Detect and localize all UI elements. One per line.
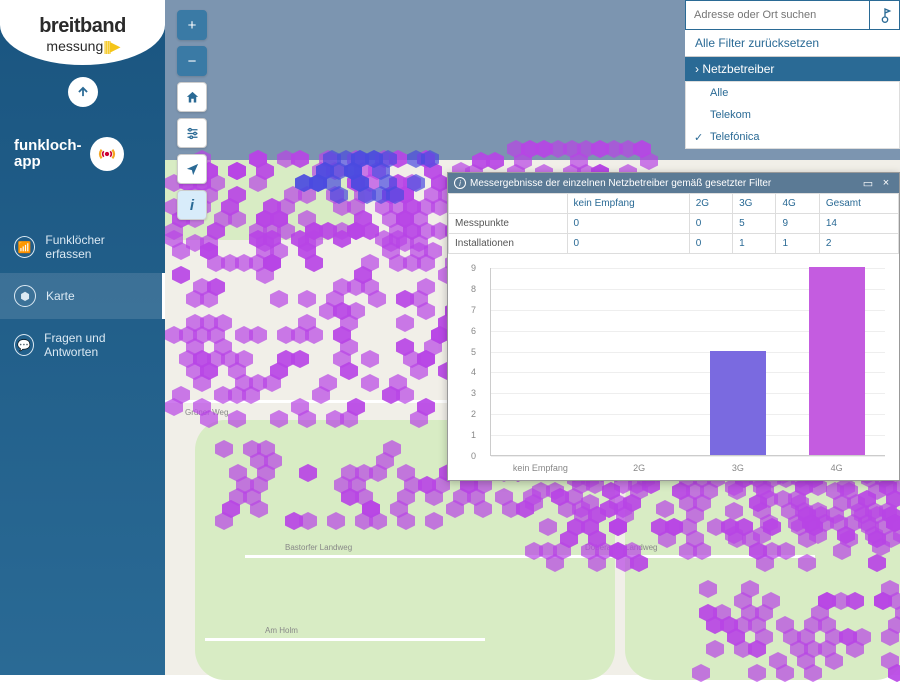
info-icon: i: [454, 177, 466, 189]
search-filter-panel: Alle Filter zurücksetzen › Netzbetreiber…: [685, 0, 900, 149]
map-area[interactable]: Grüner Weg Bastorfer Landweg Doberaner L…: [165, 0, 900, 675]
results-table: kein Empfang 2G 3G 4G Gesamt Messpunkte …: [448, 193, 899, 254]
search-row: [685, 0, 900, 30]
up-arrow-icon: [76, 85, 90, 99]
col-3g: 3G: [733, 194, 776, 214]
nav-item-faq[interactable]: 💬 Fragen und Antworten: [0, 319, 165, 371]
app-name-text: funkloch- app: [14, 138, 82, 171]
map-icon: ⬢: [14, 285, 36, 307]
filter-reset-link[interactable]: Alle Filter zurücksetzen: [685, 30, 900, 57]
filter-options: Alle Telekom Telefónica: [685, 81, 900, 149]
zoom-out-button[interactable]: −: [177, 46, 207, 76]
info-button[interactable]: i: [177, 190, 207, 220]
upload-button[interactable]: [68, 77, 98, 107]
col-4g: 4G: [776, 194, 819, 214]
results-panel-title: Messergebnisse der einzelnen Netzbetreib…: [470, 178, 857, 189]
minimize-button[interactable]: ▭: [861, 176, 875, 190]
results-panel-header[interactable]: i Messergebnisse der einzelnen Netzbetre…: [448, 173, 899, 193]
antenna-icon: 📶: [14, 236, 35, 258]
nav: 📶 Funklöcher erfassen ⬢ Karte 💬 Fragen u…: [0, 221, 165, 371]
chat-icon: 💬: [14, 334, 34, 356]
col-2g: 2G: [689, 194, 732, 214]
nav-item-capture[interactable]: 📶 Funklöcher erfassen: [0, 221, 165, 273]
home-icon: [185, 90, 200, 105]
minus-icon: −: [188, 53, 197, 70]
app-name: funkloch- app: [0, 107, 165, 191]
sidebar: breitband messung||||▶ funkloch- app 📶 F…: [0, 0, 165, 675]
nav-label: Fragen und Antworten: [44, 331, 151, 359]
filter-opt-telefonica[interactable]: Telefónica: [686, 126, 899, 148]
table-header-row: kein Empfang 2G 3G 4G Gesamt: [449, 194, 899, 214]
sliders-icon: [185, 126, 200, 141]
close-button[interactable]: ×: [879, 176, 893, 190]
nav-label: Funklöcher erfassen: [45, 233, 151, 261]
map-controls: + − i: [177, 10, 207, 220]
col-kein-empfang: kein Empfang: [567, 194, 689, 214]
col-gesamt: Gesamt: [819, 194, 898, 214]
table-row: Messpunkte 0 0 5 9 14: [449, 214, 899, 234]
search-locate-button[interactable]: [870, 0, 900, 30]
table-row: Installationen 0 0 1 1 2: [449, 234, 899, 254]
location-arrow-icon: [185, 162, 200, 177]
nav-label: Karte: [46, 289, 75, 303]
home-button[interactable]: [177, 82, 207, 112]
search-input[interactable]: [685, 0, 870, 30]
results-chart: 0123456789kein Empfang2G3G4G: [448, 254, 899, 480]
col-blank: [449, 194, 568, 214]
locate-button[interactable]: [177, 154, 207, 184]
minimize-icon: ▭: [863, 177, 873, 190]
zoom-in-button[interactable]: +: [177, 10, 207, 40]
nav-item-map[interactable]: ⬢ Karte: [0, 273, 165, 319]
filter-opt-telekom[interactable]: Telekom: [686, 104, 899, 126]
info-icon: i: [190, 197, 194, 214]
close-icon: ×: [883, 177, 889, 189]
filter-section-netzbetreiber[interactable]: › Netzbetreiber: [685, 57, 900, 81]
plus-icon: +: [188, 17, 197, 34]
brand-line2: messung||||▶: [10, 38, 155, 55]
brand-line1: breitband: [10, 15, 155, 38]
brand-logo: breitband messung||||▶: [0, 0, 165, 65]
results-panel: i Messergebnisse der einzelnen Netzbetre…: [447, 172, 900, 481]
antenna-app-icon: [90, 137, 124, 171]
chart-plot-area: 0123456789kein Empfang2G3G4G: [490, 268, 885, 456]
golf-pin-icon: [877, 7, 893, 23]
filter-opt-alle[interactable]: Alle: [686, 82, 899, 104]
settings-button[interactable]: [177, 118, 207, 148]
